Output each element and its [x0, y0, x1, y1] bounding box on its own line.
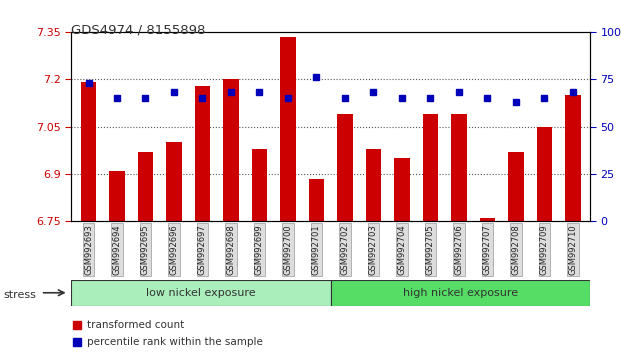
Bar	[537, 127, 552, 221]
Text: GSM992693: GSM992693	[84, 224, 93, 275]
Text: GSM992697: GSM992697	[198, 224, 207, 275]
Text: GSM992704: GSM992704	[397, 224, 406, 275]
Text: stress: stress	[3, 290, 36, 299]
Text: GSM992696: GSM992696	[170, 224, 178, 275]
Text: transformed count: transformed count	[87, 320, 184, 330]
Text: GSM992695: GSM992695	[141, 224, 150, 275]
Text: low nickel exposure: low nickel exposure	[146, 288, 256, 298]
Text: GSM992699: GSM992699	[255, 224, 264, 275]
Text: GSM992700: GSM992700	[283, 224, 292, 275]
Text: GSM992701: GSM992701	[312, 224, 321, 275]
Bar	[280, 36, 296, 221]
Bar	[109, 171, 125, 221]
Bar	[138, 152, 153, 221]
Text: GSM992708: GSM992708	[511, 224, 520, 275]
Text: GDS4974 / 8155898: GDS4974 / 8155898	[71, 23, 206, 36]
Bar	[81, 82, 96, 221]
Text: GSM992702: GSM992702	[340, 224, 350, 275]
Text: GSM992703: GSM992703	[369, 224, 378, 275]
Bar	[194, 86, 211, 221]
Bar	[479, 218, 495, 221]
Text: GSM992706: GSM992706	[455, 224, 463, 275]
Bar	[166, 142, 182, 221]
Bar	[394, 158, 410, 221]
Text: GSM992710: GSM992710	[568, 224, 578, 275]
Text: GSM992709: GSM992709	[540, 224, 549, 275]
Bar	[366, 149, 381, 221]
Bar	[565, 95, 581, 221]
Bar	[252, 149, 267, 221]
Text: GSM992698: GSM992698	[227, 224, 235, 275]
Text: GSM992694: GSM992694	[112, 224, 122, 275]
Bar	[71, 280, 330, 306]
Bar	[508, 152, 524, 221]
Bar	[422, 114, 438, 221]
Bar	[330, 280, 590, 306]
Text: GSM992705: GSM992705	[426, 224, 435, 275]
Bar	[451, 114, 467, 221]
Bar	[309, 179, 324, 221]
Bar	[223, 79, 239, 221]
Text: high nickel exposure: high nickel exposure	[403, 288, 518, 298]
Bar	[337, 114, 353, 221]
Text: GSM992707: GSM992707	[483, 224, 492, 275]
Text: percentile rank within the sample: percentile rank within the sample	[87, 337, 263, 347]
